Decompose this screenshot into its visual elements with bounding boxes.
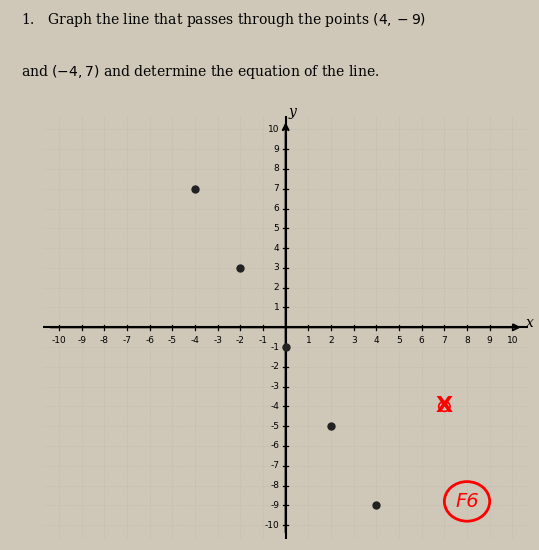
Text: -4: -4 — [271, 402, 279, 411]
Text: -8: -8 — [100, 336, 109, 345]
Text: 4: 4 — [374, 336, 379, 345]
Text: 10: 10 — [268, 125, 279, 134]
Text: F6: F6 — [455, 492, 479, 511]
Text: -9: -9 — [271, 501, 279, 510]
Text: -2: -2 — [236, 336, 245, 345]
Text: -2: -2 — [271, 362, 279, 371]
Text: -5: -5 — [168, 336, 177, 345]
Text: 1.   Graph the line that passes through the points $(4,-9)$: 1. Graph the line that passes through th… — [21, 11, 426, 29]
Text: 1: 1 — [274, 303, 279, 312]
Text: -10: -10 — [265, 521, 279, 530]
Text: 9: 9 — [487, 336, 493, 345]
Text: -1: -1 — [259, 336, 267, 345]
Text: 7: 7 — [274, 184, 279, 193]
Text: y: y — [288, 106, 296, 119]
Text: X: X — [436, 397, 453, 416]
Text: -10: -10 — [52, 336, 66, 345]
Text: x: x — [526, 316, 534, 331]
Text: 4: 4 — [274, 244, 279, 252]
Text: 8: 8 — [464, 336, 470, 345]
Text: -6: -6 — [271, 442, 279, 450]
Text: 8: 8 — [274, 164, 279, 173]
Text: 6: 6 — [419, 336, 425, 345]
Text: -9: -9 — [77, 336, 86, 345]
Text: -7: -7 — [122, 336, 132, 345]
Text: 2: 2 — [274, 283, 279, 292]
Text: 2: 2 — [328, 336, 334, 345]
Text: 3: 3 — [274, 263, 279, 272]
Text: -5: -5 — [271, 422, 279, 431]
Text: 5: 5 — [396, 336, 402, 345]
Text: 5: 5 — [274, 224, 279, 233]
Text: 10: 10 — [507, 336, 518, 345]
Text: -1: -1 — [271, 343, 279, 351]
Text: 7: 7 — [441, 336, 447, 345]
Text: -3: -3 — [271, 382, 279, 391]
Text: 6: 6 — [274, 204, 279, 213]
Text: and $(-4, 7)$ and determine the equation of the line.: and $(-4, 7)$ and determine the equation… — [21, 63, 380, 81]
Text: 9: 9 — [274, 145, 279, 153]
Text: 3: 3 — [351, 336, 357, 345]
Text: -4: -4 — [191, 336, 199, 345]
Text: -8: -8 — [271, 481, 279, 490]
Text: 1: 1 — [306, 336, 311, 345]
Text: -7: -7 — [271, 461, 279, 470]
Text: -6: -6 — [145, 336, 154, 345]
Text: -3: -3 — [213, 336, 222, 345]
